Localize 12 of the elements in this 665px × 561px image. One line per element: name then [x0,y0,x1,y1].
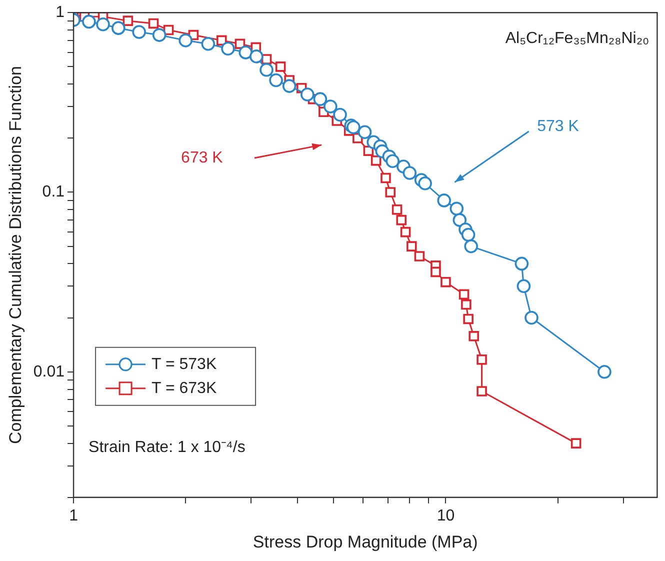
x-axis-title: Stress Drop Magnitude (MPa) [252,532,478,552]
y-axis-title: Complementary Cumulative Distributions Function [6,66,25,444]
annotation: 573 K [537,118,580,135]
annotation: Strain Rate: 1 x 10⁻⁴/s [88,438,246,456]
legend-label: T = 573K [152,356,217,373]
y-tick-label: 1 [56,4,65,22]
y-tick-label: 0.01 [33,363,65,380]
x-tick-label: 10 [436,507,455,524]
annotation: Al₅Cr₁₂Fe₃₅Mn₂₈Ni₂₀ [505,30,650,48]
annotation: 673 K [181,149,224,166]
y-tick-label: 0.1 [42,184,65,201]
legend-label: T = 673K [152,380,217,397]
